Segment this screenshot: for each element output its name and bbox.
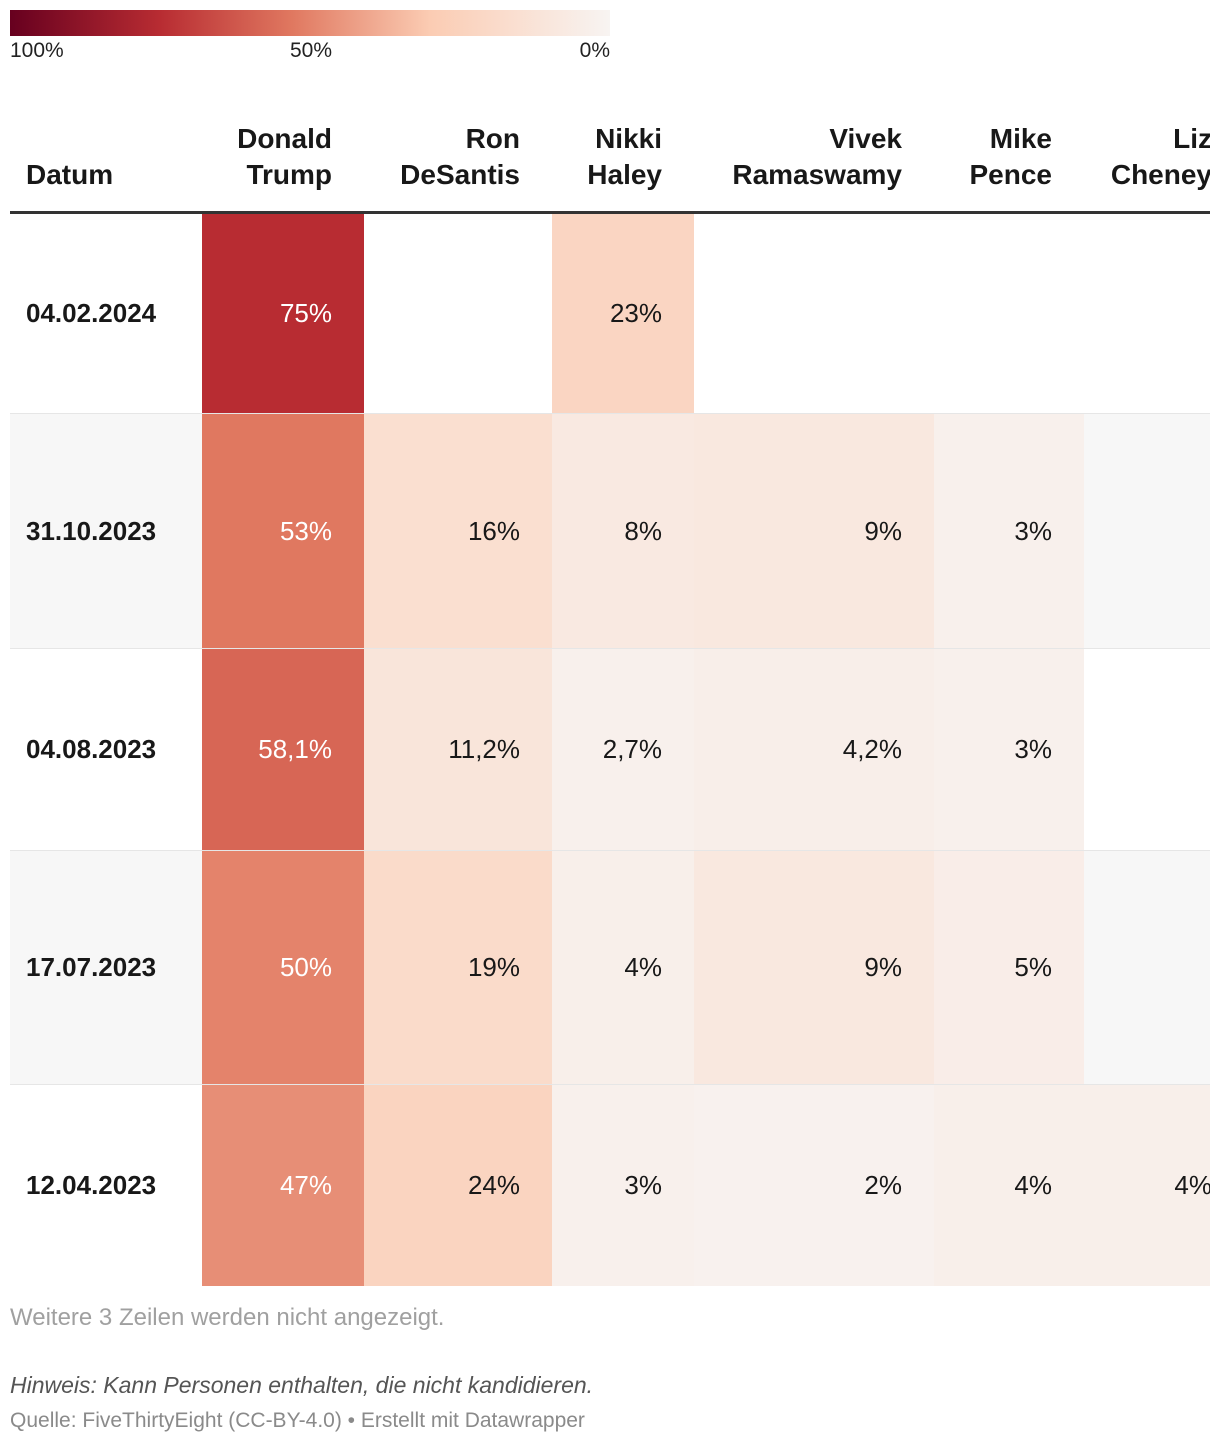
legend-gradient	[10, 10, 610, 36]
value-cell: 3%	[934, 413, 1084, 649]
note: Hinweis: Kann Personen enthalten, die ni…	[10, 1372, 594, 1398]
value-cell	[934, 212, 1084, 414]
column-header: Datum	[10, 113, 202, 214]
value-cell: 47%	[202, 1084, 364, 1286]
date-cell: 12.04.2023	[10, 1084, 202, 1286]
value-cell: 4%	[1084, 1084, 1210, 1286]
value-cell: 2,7%	[552, 648, 694, 851]
value-cell	[1084, 212, 1210, 414]
column-header: Nikki Haley	[552, 113, 694, 214]
value-cell: 53%	[202, 413, 364, 649]
table-row: 04.02.2024 75% 23%	[10, 212, 1210, 414]
value-cell: 4%	[934, 1084, 1084, 1286]
header-row: Datum Donald Trump Ron DeSantis Nikki Haley…	[10, 113, 1210, 214]
value-cell: 24%	[364, 1084, 552, 1286]
more-rows-note: Weitere 3 Zeilen werden nicht angezeigt.	[10, 1304, 445, 1331]
table-wrap: Datum Donald Trump Ron DeSantis Nikki Haley…	[10, 113, 1210, 1286]
table-row: 04.08.2023 58,1% 11,2% 2,7% 4,2% 3%	[10, 648, 1210, 851]
footer: Weitere 3 Zeilen werden nicht angezeigt.…	[10, 1304, 1210, 1433]
value-cell: 23%	[552, 212, 694, 414]
date-cell: 04.08.2023	[10, 648, 202, 851]
value-cell: 75%	[202, 212, 364, 414]
value-cell: 3%	[552, 1084, 694, 1286]
source: Quelle: FiveThirtyEight (CC-BY-4.0) • Er…	[10, 1409, 585, 1432]
value-cell: 2%	[694, 1084, 934, 1286]
date-cell: 17.07.2023	[10, 850, 202, 1085]
value-cell: 9%	[694, 413, 934, 649]
column-header: Liz Cheney	[1084, 113, 1210, 214]
value-cell: 11,2%	[364, 648, 552, 851]
legend-label: 50%	[290, 39, 333, 62]
table-row: 12.04.2023 47% 24% 3% 2% 4% 4%	[10, 1084, 1210, 1286]
value-cell: 19%	[364, 850, 552, 1085]
value-cell	[1084, 850, 1210, 1085]
value-cell: 9%	[694, 850, 934, 1085]
value-cell: 3%	[934, 648, 1084, 851]
legend-labels: 100% 50% 0%	[10, 36, 610, 66]
value-cell	[364, 212, 552, 414]
date-cell: 04.02.2024	[10, 212, 202, 414]
value-cell: 58,1%	[202, 648, 364, 851]
column-header: Mike Pence	[934, 113, 1084, 214]
value-cell: 16%	[364, 413, 552, 649]
value-cell	[1084, 648, 1210, 851]
table-row: 31.10.2023 53% 16% 8% 9% 3%	[10, 413, 1210, 649]
value-cell: 4,2%	[694, 648, 934, 851]
column-header: Donald Trump	[202, 113, 364, 214]
column-header: Vivek Ramaswamy	[694, 113, 934, 214]
heatmap-table: Datum Donald Trump Ron DeSantis Nikki Haley…	[10, 113, 1210, 1286]
value-cell: 4%	[552, 850, 694, 1085]
legend-label: 0%	[579, 39, 610, 62]
date-cell: 31.10.2023	[10, 413, 202, 649]
value-cell	[694, 212, 934, 414]
value-cell: 50%	[202, 850, 364, 1085]
color-legend: 100% 50% 0%	[10, 10, 610, 66]
value-cell: 5%	[934, 850, 1084, 1085]
legend-label: 100%	[10, 39, 64, 62]
value-cell: 8%	[552, 413, 694, 649]
value-cell	[1084, 413, 1210, 649]
column-header: Ron DeSantis	[364, 113, 552, 214]
table-row: 17.07.2023 50% 19% 4% 9% 5%	[10, 850, 1210, 1085]
